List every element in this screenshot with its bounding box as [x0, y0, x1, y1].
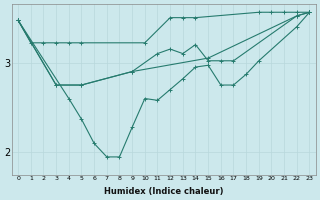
X-axis label: Humidex (Indice chaleur): Humidex (Indice chaleur) [104, 187, 224, 196]
